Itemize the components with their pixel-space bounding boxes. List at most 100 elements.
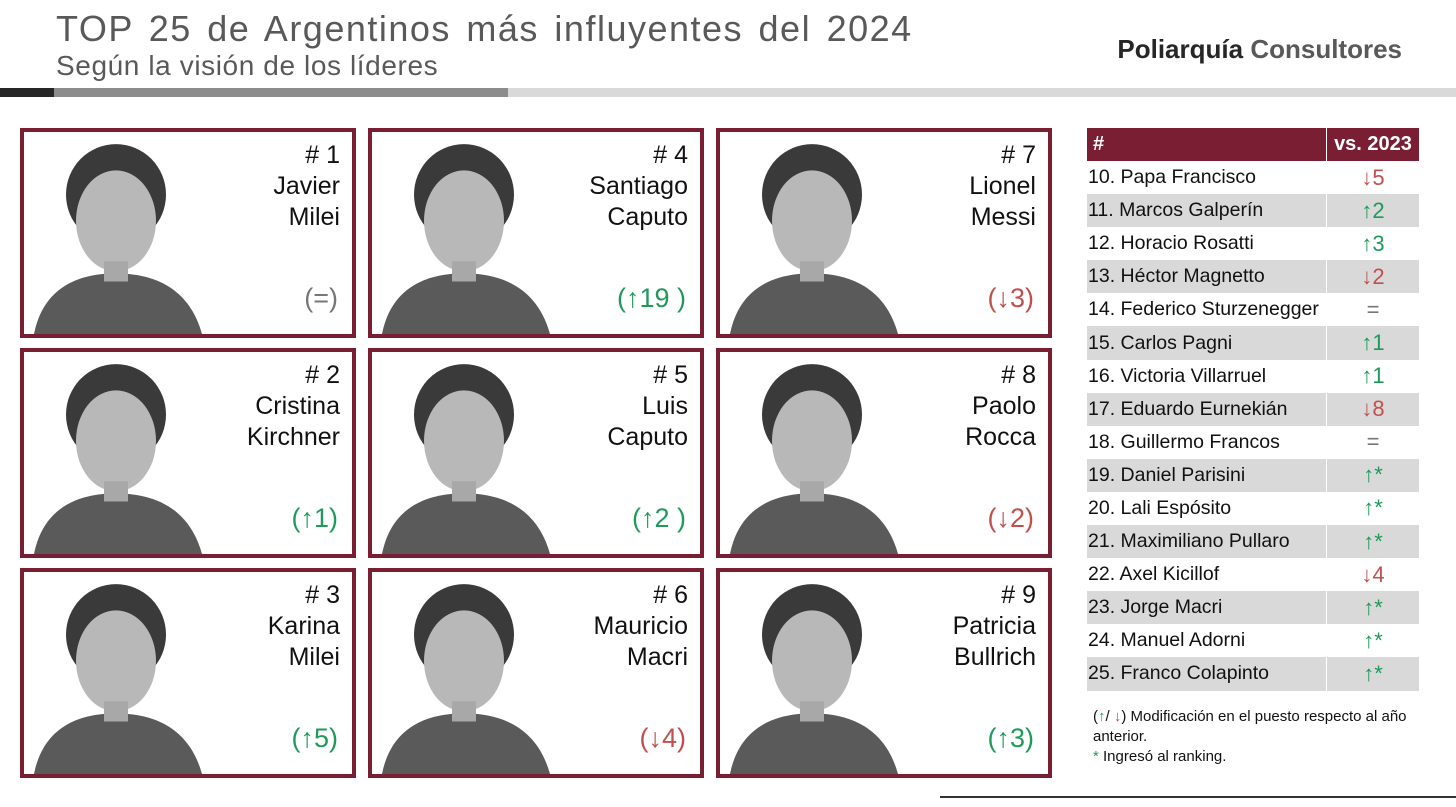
person-rank: # 5 <box>653 361 688 389</box>
table-row: 10. Papa Francisco ↓5 <box>1087 161 1419 195</box>
row-name: 13. Héctor Magnetto <box>1088 265 1265 288</box>
header-bar-mid <box>54 88 508 97</box>
person-card: # 8 Paolo Rocca (↓2) <box>716 348 1052 558</box>
rank-change: (↑1) <box>291 503 339 533</box>
portrait-icon <box>720 132 900 334</box>
person-rank: # 1 <box>305 141 340 169</box>
header-vs-2023: vs. 2023 <box>1334 133 1412 155</box>
row-name: 19. Daniel Parisini <box>1088 463 1246 486</box>
note-new-text: Ingresó al ranking. <box>1098 748 1227 765</box>
person-first-name: Mauricio <box>593 612 688 640</box>
brand-logo: Poliarquía Consultores <box>1117 34 1402 65</box>
row-change: ↑3 <box>1326 227 1419 261</box>
portrait-icon <box>372 132 552 334</box>
row-name: 10. Papa Francisco <box>1088 166 1257 189</box>
person-first-name: Luis <box>642 392 688 420</box>
person-card: # 6 Mauricio Macri (↓4) <box>368 568 704 778</box>
person-rank: # 4 <box>653 141 688 169</box>
rank-change: (↑3) <box>987 723 1035 753</box>
bottom-rule <box>940 796 1456 798</box>
table-row: 15. Carlos Pagni ↑1 <box>1087 326 1419 360</box>
table-row: 22. Axel Kicillof ↓4 <box>1087 558 1419 592</box>
person-info: # 2 Cristina Kirchner <box>247 360 340 453</box>
header-bar-light <box>508 88 1456 97</box>
row-name: 11. Marcos Galperín <box>1088 199 1264 222</box>
row-name: 20. Lali Espósito <box>1088 496 1232 519</box>
person-last-name: Rocca <box>965 423 1036 451</box>
row-name: 12. Horacio Rosatti <box>1088 232 1254 255</box>
row-name: 25. Franco Colapinto <box>1088 662 1270 685</box>
portrait-icon <box>720 572 900 774</box>
portrait-icon <box>24 352 204 554</box>
table-row: 17. Eduardo Eurnekián ↓8 <box>1087 392 1419 426</box>
rank-change: (↑2 ) <box>632 503 686 533</box>
rank-change: (↓4) <box>639 723 687 753</box>
row-change: ↑1 <box>1326 326 1419 360</box>
row-name: 24. Manuel Adorni <box>1088 629 1246 652</box>
portrait-icon <box>720 352 900 554</box>
table-row: 23. Jorge Macri ↑* <box>1087 591 1419 625</box>
row-name: 22. Axel Kicillof <box>1088 563 1220 586</box>
ranking-table: # vs. 2023 10. Papa Francisco ↓5 11. Marco… <box>1087 128 1419 691</box>
page-subtitle: Según la visión de los líderes <box>56 50 439 81</box>
person-rank: # 3 <box>305 581 340 609</box>
header-rank: # <box>1087 128 1327 161</box>
row-change: ↑* <box>1326 491 1419 526</box>
person-last-name: Milei <box>288 643 340 671</box>
row-change: ↑* <box>1326 525 1419 559</box>
row-name: 17. Eduardo Eurnekián <box>1088 397 1288 420</box>
person-last-name: Macri <box>626 643 688 671</box>
person-card: # 4 Santiago Caputo (↑19 ) <box>368 128 704 338</box>
person-card: # 2 Cristina Kirchner (↑1) <box>20 348 356 558</box>
row-name: 18. Guillermo Francos <box>1088 430 1280 453</box>
person-first-name: Paolo <box>972 392 1036 420</box>
header-bar-dark <box>0 88 54 97</box>
person-last-name: Caputo <box>607 423 688 451</box>
person-info: # 3 Karina Milei <box>268 580 340 673</box>
table-row: 25. Franco Colapinto ↑* <box>1087 657 1419 691</box>
brand-name: Poliarquía <box>1117 34 1244 64</box>
row-name: 14. Federico Sturzenegger <box>1088 298 1319 321</box>
star-icon: * <box>1093 748 1099 765</box>
portrait-icon <box>372 352 552 554</box>
person-first-name: Javier <box>273 172 340 200</box>
rank-change: (↑19 ) <box>616 283 686 313</box>
person-last-name: Messi <box>970 203 1036 231</box>
person-info: # 5 Luis Caputo <box>607 360 688 453</box>
note-change: (↑/ ↓) Modificación en el puesto respect… <box>1093 707 1423 747</box>
person-first-name: Lionel <box>969 172 1036 200</box>
person-info: # 4 Santiago Caputo <box>589 140 688 233</box>
table-row: 11. Marcos Galperín ↑2 <box>1087 194 1419 228</box>
person-info: # 1 Javier Milei <box>273 140 340 233</box>
person-last-name: Caputo <box>607 203 688 231</box>
person-info: # 8 Paolo Rocca <box>965 360 1036 453</box>
person-card: # 7 Lionel Messi (↓3) <box>716 128 1052 338</box>
table-row: 24. Manuel Adorni ↑* <box>1087 624 1419 658</box>
row-name: 15. Carlos Pagni <box>1088 331 1233 354</box>
rank-change: (=) <box>304 283 338 313</box>
person-card: # 1 Javier Milei (=) <box>20 128 356 338</box>
table-row: 18. Guillermo Francos = <box>1087 425 1419 459</box>
portrait-icon <box>372 572 552 774</box>
row-change: ↑* <box>1326 657 1419 691</box>
person-info: # 9 Patricia Bullrich <box>953 580 1036 673</box>
row-change: ↑2 <box>1326 194 1419 228</box>
brand-suffix: Consultores <box>1250 34 1402 64</box>
person-card: # 5 Luis Caputo (↑2 ) <box>368 348 704 558</box>
rank-change: (↓2) <box>987 503 1035 533</box>
row-change: ↑* <box>1326 458 1419 492</box>
person-info: # 6 Mauricio Macri <box>594 580 688 673</box>
table-row: 20. Lali Espósito ↑* <box>1087 491 1419 526</box>
table-row: 19. Daniel Parisini ↑* <box>1087 458 1419 492</box>
note-new-entry: * Ingresó al ranking. <box>1093 747 1423 767</box>
row-name: 16. Victoria Villarruel <box>1088 364 1267 387</box>
up-arrow-icon: ↑ <box>1098 708 1106 725</box>
person-first-name: Santiago <box>589 172 688 200</box>
person-card: # 3 Karina Milei (↑5) <box>20 568 356 778</box>
table-row: 21. Maximiliano Pullaro ↑* <box>1087 525 1419 559</box>
row-change: ↓2 <box>1326 260 1419 294</box>
row-change: ↑* <box>1326 624 1419 658</box>
table-body: 10. Papa Francisco ↓5 11. Marcos Galperín ↑… <box>1087 161 1419 691</box>
note-open: ( <box>1093 708 1098 725</box>
table-row: 16. Victoria Villarruel ↑1 <box>1087 359 1419 393</box>
